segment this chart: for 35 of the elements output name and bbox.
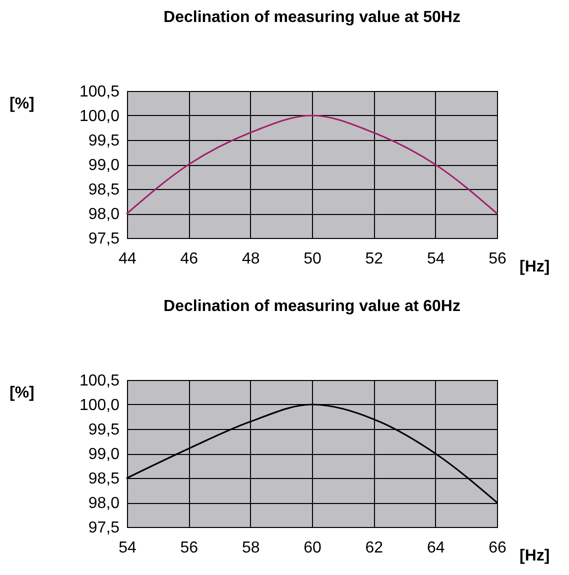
x-tick-label: 54 xyxy=(426,250,445,268)
y-tick-label: 100,5 xyxy=(79,372,120,390)
x-tick-label: 54 xyxy=(118,540,136,556)
y-tick-label: 99,0 xyxy=(88,157,120,174)
y-tick-label: 99,5 xyxy=(88,422,120,438)
x-tick-label: 60 xyxy=(304,540,322,556)
y-tick-label: 98,5 xyxy=(88,470,120,488)
x-tick-label: 62 xyxy=(365,540,384,556)
x-tick-label: 58 xyxy=(242,540,260,556)
y-tick-label: 99,0 xyxy=(88,446,120,463)
y-tick-label: 98,0 xyxy=(88,206,120,223)
y-tick-label: 97,5 xyxy=(88,230,120,248)
y-axis-title: [%] xyxy=(10,96,34,112)
y-tick-label: 98,5 xyxy=(88,182,120,198)
x-tick-label: 50 xyxy=(304,250,322,268)
x-tick-label: 52 xyxy=(365,250,384,268)
y-tick-label: 99,5 xyxy=(88,132,120,150)
line-series xyxy=(126,114,498,214)
y-tick-label: 100,5 xyxy=(79,84,120,100)
y-tick-label: 97,5 xyxy=(88,520,120,536)
y-axis-title: [%] xyxy=(10,384,34,402)
x-axis-title: [Hz] xyxy=(520,548,550,564)
x-axis-title: [Hz] xyxy=(520,258,550,276)
x-tick-label: 44 xyxy=(118,250,136,268)
y-tick-label: 100,0 xyxy=(79,397,120,414)
chart-title: Declination of measuring value at 60Hz xyxy=(164,298,460,315)
y-tick-label: 98,0 xyxy=(88,495,120,512)
x-tick-label: 56 xyxy=(180,540,198,556)
x-tick-label: 56 xyxy=(488,250,506,268)
x-tick-label: 66 xyxy=(488,540,506,556)
x-tick-label: 46 xyxy=(180,250,198,268)
chart-title: Declination of measuring value at 50Hz xyxy=(164,9,460,26)
y-tick-label: 100,0 xyxy=(79,108,120,125)
x-tick-label: 48 xyxy=(242,250,260,268)
x-tick-label: 64 xyxy=(426,540,445,556)
